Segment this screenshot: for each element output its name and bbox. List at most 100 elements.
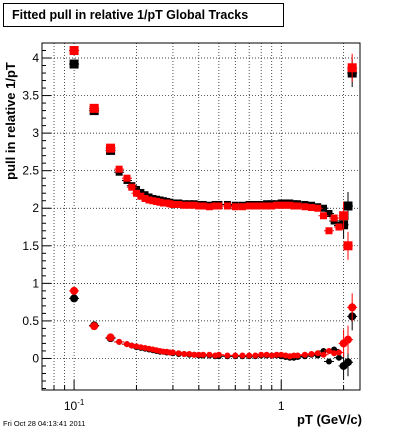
plot-frame (41, 42, 361, 391)
data-point-square (149, 197, 157, 205)
data-point-square (132, 189, 140, 197)
data-point-circle (331, 350, 338, 357)
data-point-circle (239, 352, 246, 359)
data-point-circle (169, 349, 176, 356)
data-point-square (115, 165, 123, 173)
data-point-square (320, 204, 328, 212)
data-point-circle (335, 354, 342, 361)
grid-lines (41, 43, 360, 390)
y-tick-label: 2.5 (22, 164, 39, 178)
data-point-circle (246, 352, 253, 359)
data-point-square (263, 202, 271, 210)
data-point-square (339, 211, 349, 221)
data-point-circle (90, 322, 99, 331)
y-tick-label: 1 (32, 276, 39, 290)
data-point-circle (294, 352, 301, 359)
data-point-square (251, 202, 259, 210)
data-point-circle (325, 358, 332, 365)
data-point-circle (320, 351, 327, 358)
data-point-circle (70, 286, 79, 295)
x-tick-label: 1 (278, 399, 285, 413)
data-point-circle (70, 294, 79, 303)
data-point-circle (128, 342, 135, 349)
data-point-circle (175, 350, 182, 357)
data-point-circle (343, 335, 352, 344)
data-points (69, 46, 358, 380)
data-point-circle (314, 350, 321, 357)
data-point-circle (335, 349, 342, 356)
data-point-square (343, 201, 353, 211)
data-point-circle (301, 351, 308, 358)
data-point-square (325, 227, 333, 235)
data-point-circle (325, 347, 332, 354)
data-point-circle (186, 350, 193, 357)
data-point-circle (106, 333, 115, 342)
y-tick-label: 3.5 (22, 89, 39, 103)
data-point-square (153, 197, 161, 205)
data-point-square (347, 63, 357, 73)
data-point-circle (343, 358, 352, 367)
data-point-square (190, 201, 198, 209)
data-point-square (205, 203, 213, 211)
data-point-circle (268, 352, 275, 359)
data-point-circle (263, 351, 270, 358)
data-point-circle (232, 352, 239, 359)
data-point-square (141, 194, 149, 202)
data-point-circle (224, 352, 231, 359)
x-axis-label: pT (GeV/c) (296, 412, 362, 427)
data-point-circle (308, 350, 315, 357)
data-point-square (89, 103, 99, 113)
y-tick-label: 0 (32, 351, 39, 365)
data-point-circle (252, 352, 259, 359)
axes: 0 0.5 1 1.5 2 2.5 3 3.5 4 10-1 1 (22, 50, 345, 413)
y-axis-label: pull in relative 1/pT (3, 62, 18, 180)
data-point-square (106, 143, 116, 153)
data-point-square (308, 203, 316, 211)
data-point-square (245, 202, 253, 210)
data-point-square (286, 201, 294, 209)
data-point-square (268, 202, 276, 210)
data-point-square (343, 241, 353, 251)
data-point-circle (200, 351, 207, 358)
data-point-circle (116, 338, 123, 345)
data-point-square (320, 212, 328, 220)
data-point-square (223, 202, 231, 210)
y-tick-label: 0.5 (22, 314, 39, 328)
data-point-square (215, 202, 223, 210)
data-point-square (69, 46, 79, 56)
y-tick-label: 4 (32, 51, 39, 65)
chart-title: Fitted pull in relative 1/pT Global Trac… (3, 3, 284, 27)
data-point-square (123, 174, 131, 182)
data-point-square (301, 203, 309, 211)
timestamp-footer: Fri Oct 28 04:13:41 2011 (3, 419, 86, 428)
data-point-square (257, 202, 265, 210)
data-point-circle (215, 351, 222, 358)
y-tick-label: 3 (32, 126, 39, 140)
data-point-square (69, 59, 79, 69)
y-tick-label: 1.5 (22, 239, 39, 253)
data-point-square (137, 188, 145, 196)
data-point-square (169, 200, 177, 208)
data-point-square (180, 201, 188, 209)
data-point-square (132, 185, 140, 193)
data-point-circle (348, 303, 357, 312)
data-point-square (141, 191, 149, 199)
data-point-circle (206, 351, 213, 358)
data-point-square (231, 203, 239, 211)
data-point-square (325, 209, 333, 217)
data-point-circle (181, 350, 188, 357)
data-point-square (335, 223, 343, 231)
data-point-circle (258, 351, 265, 358)
data-point-square (330, 214, 338, 222)
x-tick-label: 10-1 (64, 398, 85, 413)
data-point-square (199, 202, 207, 210)
data-point-square (294, 202, 302, 210)
data-point-square (238, 203, 246, 211)
data-point-square (137, 192, 145, 200)
data-point-square (128, 183, 136, 191)
data-point-square (175, 200, 183, 208)
y-tick-label: 2 (32, 201, 39, 215)
data-point-square (314, 204, 322, 212)
data-point-square (145, 196, 153, 204)
